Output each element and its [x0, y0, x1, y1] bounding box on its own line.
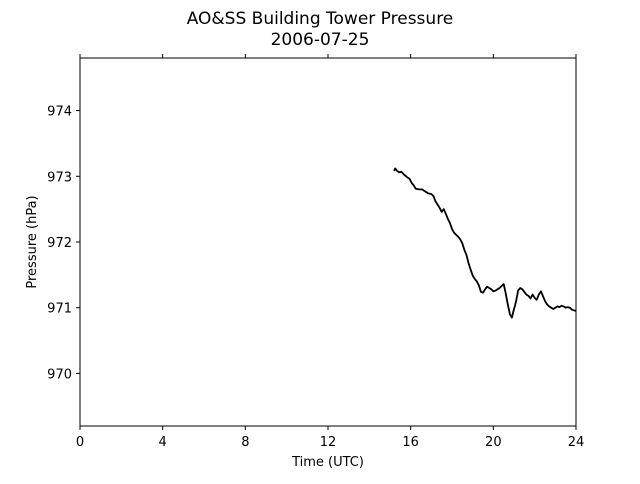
y-tick-label: 973	[47, 170, 72, 185]
chart-title: AO&SS Building Tower Pressure	[187, 9, 454, 29]
x-axis-label: Time (UTC)	[291, 455, 364, 470]
x-tick-label: 12	[320, 435, 337, 450]
x-tick-label: 24	[568, 435, 585, 450]
y-tick-label: 970	[47, 367, 72, 382]
y-axis: 970 971 972 973 974	[47, 105, 80, 383]
plot-area-frame	[80, 58, 576, 426]
y-tick-label: 972	[47, 236, 72, 251]
x-tick-label: 4	[159, 435, 167, 450]
y-tick-label: 971	[47, 302, 72, 317]
x-tick-label: 8	[241, 435, 249, 450]
y-axis-label: Pressure (hPa)	[25, 195, 40, 288]
chart-subtitle: 2006-07-25	[271, 30, 370, 50]
x-tick-label: 16	[402, 435, 419, 450]
x-tick-label: 0	[76, 435, 84, 450]
x-tick-label: 20	[485, 435, 502, 450]
y-tick-label: 974	[47, 105, 72, 120]
